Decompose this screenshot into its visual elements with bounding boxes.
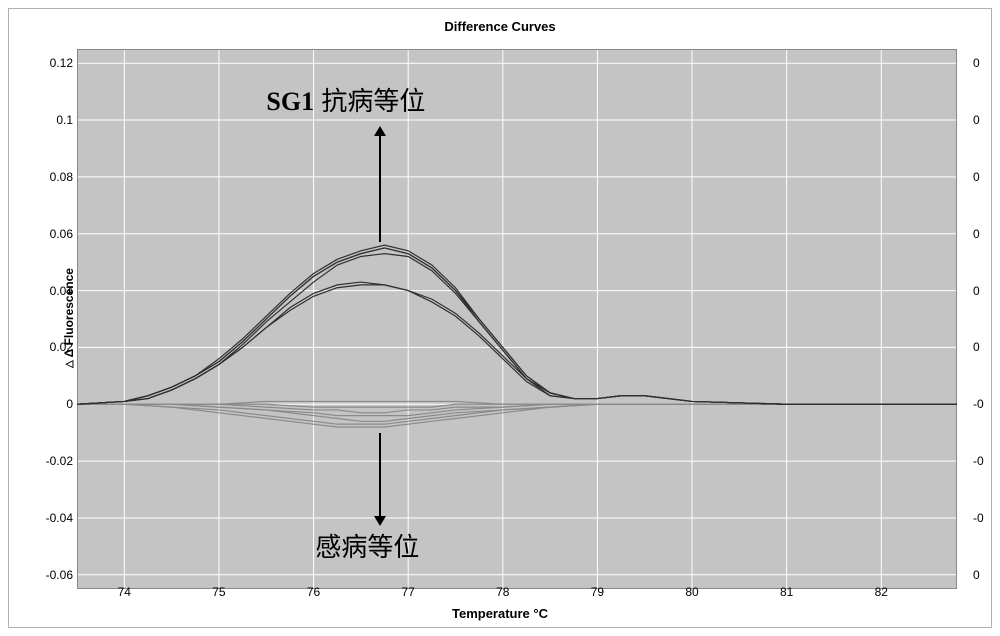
arrow-down-icon xyxy=(374,516,386,526)
ytick-right: 0 xyxy=(973,284,987,298)
xtick: 82 xyxy=(875,585,888,599)
ytick: 0.06 xyxy=(41,227,73,241)
chart-frame: Difference Curves △ Δ Fluorescence △ Δ F… xyxy=(8,8,992,628)
ytick-right: 0 xyxy=(973,56,987,70)
xtick: 77 xyxy=(401,585,414,599)
ytick-right: 0 xyxy=(973,113,987,127)
arrow-down-stem xyxy=(379,433,381,518)
arrow-up-stem xyxy=(379,134,381,242)
ytick-right: -0 xyxy=(973,454,987,468)
xtick: 75 xyxy=(212,585,225,599)
ytick-right: 0 xyxy=(973,568,987,582)
plot-area xyxy=(77,49,957,589)
ytick: 0.12 xyxy=(41,56,73,70)
chart-title: Difference Curves xyxy=(9,19,991,34)
xtick: 76 xyxy=(307,585,320,599)
ytick: -0.04 xyxy=(41,511,73,525)
ytick: 0.04 xyxy=(41,284,73,298)
annotation-top-bold: SG1 xyxy=(266,87,314,116)
ytick-right: 0 xyxy=(973,227,987,241)
ytick-right: -0 xyxy=(973,397,987,411)
arrow-up-icon xyxy=(374,126,386,136)
ytick: -0.02 xyxy=(41,454,73,468)
xtick: 79 xyxy=(591,585,604,599)
ytick: 0 xyxy=(41,397,73,411)
xtick: 81 xyxy=(780,585,793,599)
xtick: 78 xyxy=(496,585,509,599)
annotation-top-rest: 抗病等位 xyxy=(314,86,425,116)
ytick: 0.1 xyxy=(41,113,73,127)
x-axis-label: Temperature °C xyxy=(9,606,991,621)
ytick: 0.08 xyxy=(41,170,73,184)
ytick-right: 0 xyxy=(973,170,987,184)
plot-svg xyxy=(77,49,957,589)
annotation-top: SG1 抗病等位 xyxy=(266,81,425,118)
annotation-bottom: 感病等位 xyxy=(315,527,419,564)
delta-icon: △ xyxy=(64,360,75,368)
ytick-right: 0 xyxy=(973,340,987,354)
ytick: 0.02 xyxy=(41,340,73,354)
ytick-right: -0 xyxy=(973,511,987,525)
xtick: 74 xyxy=(118,585,131,599)
ytick: -0.06 xyxy=(41,568,73,582)
xtick: 80 xyxy=(685,585,698,599)
